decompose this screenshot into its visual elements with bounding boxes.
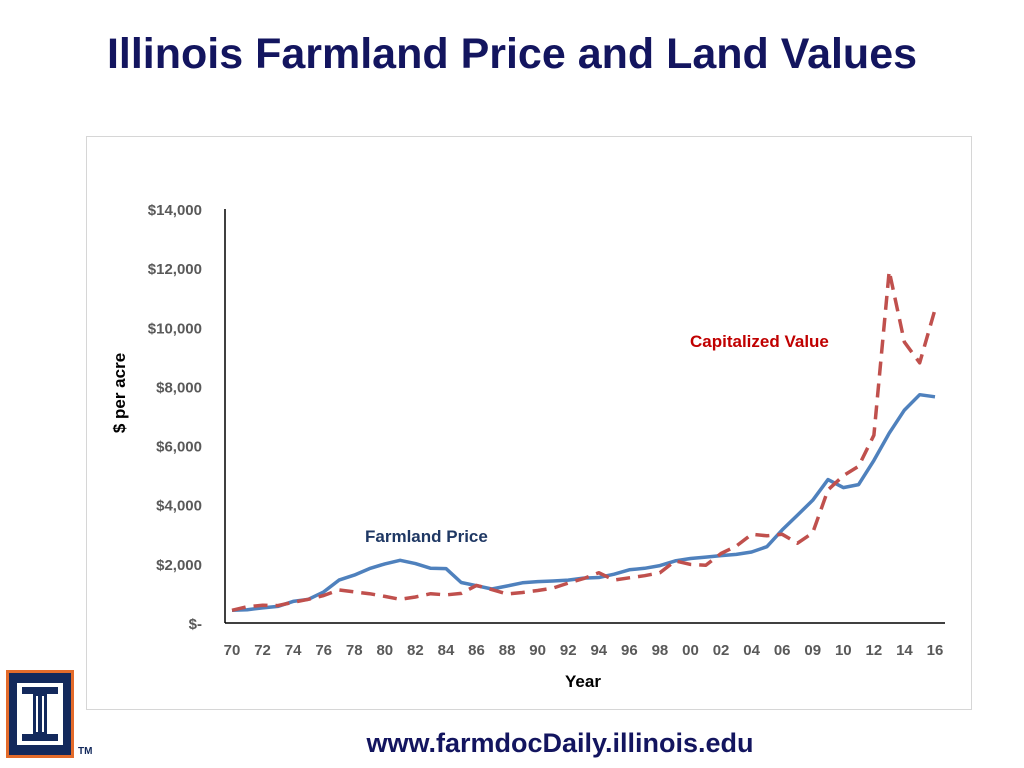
y-tick-label: $10,000 [148,320,202,337]
x-tick-label: 94 [590,642,607,659]
x-tick-label: 12 [866,642,883,659]
y-tick-label: $2,000 [156,557,202,574]
y-tick-label: $- [189,616,202,633]
x-tick-label: 86 [468,642,485,659]
y-tick-label: $8,000 [156,379,202,396]
x-tick-label: 00 [682,642,699,659]
block-i-icon [17,683,63,745]
x-tick-label: 78 [346,642,363,659]
chart-frame: $- $2,000 $4,000 $6,000 $8,000 $10,000 $12,000… [86,136,972,710]
x-tick-label: 70 [224,642,241,659]
line-chart: $- $2,000 $4,000 $6,000 $8,000 $10,000 $12,000… [110,202,945,691]
x-tick-label: 76 [315,642,332,659]
x-tick-label: 84 [438,642,455,659]
x-tick-label: 80 [376,642,393,659]
x-axis-label: Year [565,672,601,691]
x-tick-label: 74 [285,642,302,659]
x-tick-label: 72 [254,642,271,659]
x-tick-label: 88 [499,642,516,659]
x-tick-label: 98 [652,642,669,659]
x-tick-label: 92 [560,642,577,659]
trademark-mark: TM [78,746,93,757]
series-group [231,269,937,613]
y-tick-label: $6,000 [156,439,202,456]
capitalized-value-label: Capitalized Value [690,332,829,351]
x-tick-label: 90 [529,642,546,659]
footer-url[interactable]: www.farmdocDaily.illinois.edu [366,728,754,758]
y-tick-label: $14,000 [148,202,202,219]
x-tick-label: 09 [804,642,821,659]
y-tick-labels: $- $2,000 $4,000 $6,000 $8,000 $10,000 $12,000… [148,202,202,633]
x-tick-label: 10 [835,642,852,659]
x-tick-label: 04 [743,642,760,659]
x-tick-label: 82 [407,642,424,659]
x-tick-label: 02 [713,642,730,659]
capitalized-value-series-line [231,269,937,613]
x-tick-label: 14 [896,642,913,659]
y-axis-label: $ per acre [110,353,129,433]
slide-title: Illinois Farmland Price and Land Values [106,30,918,78]
x-tick-label: 16 [927,642,944,659]
farmland-price-label: Farmland Price [365,527,488,546]
university-logo [6,670,74,758]
y-tick-label: $12,000 [148,261,202,278]
x-tick-label: 06 [774,642,791,659]
y-tick-label: $4,000 [156,498,202,515]
x-tick-labels: 70 72 74 76 78 80 82 84 86 88 90 92 94 96 98 00 02 04 06 09… [224,642,944,659]
x-tick-label: 96 [621,642,638,659]
